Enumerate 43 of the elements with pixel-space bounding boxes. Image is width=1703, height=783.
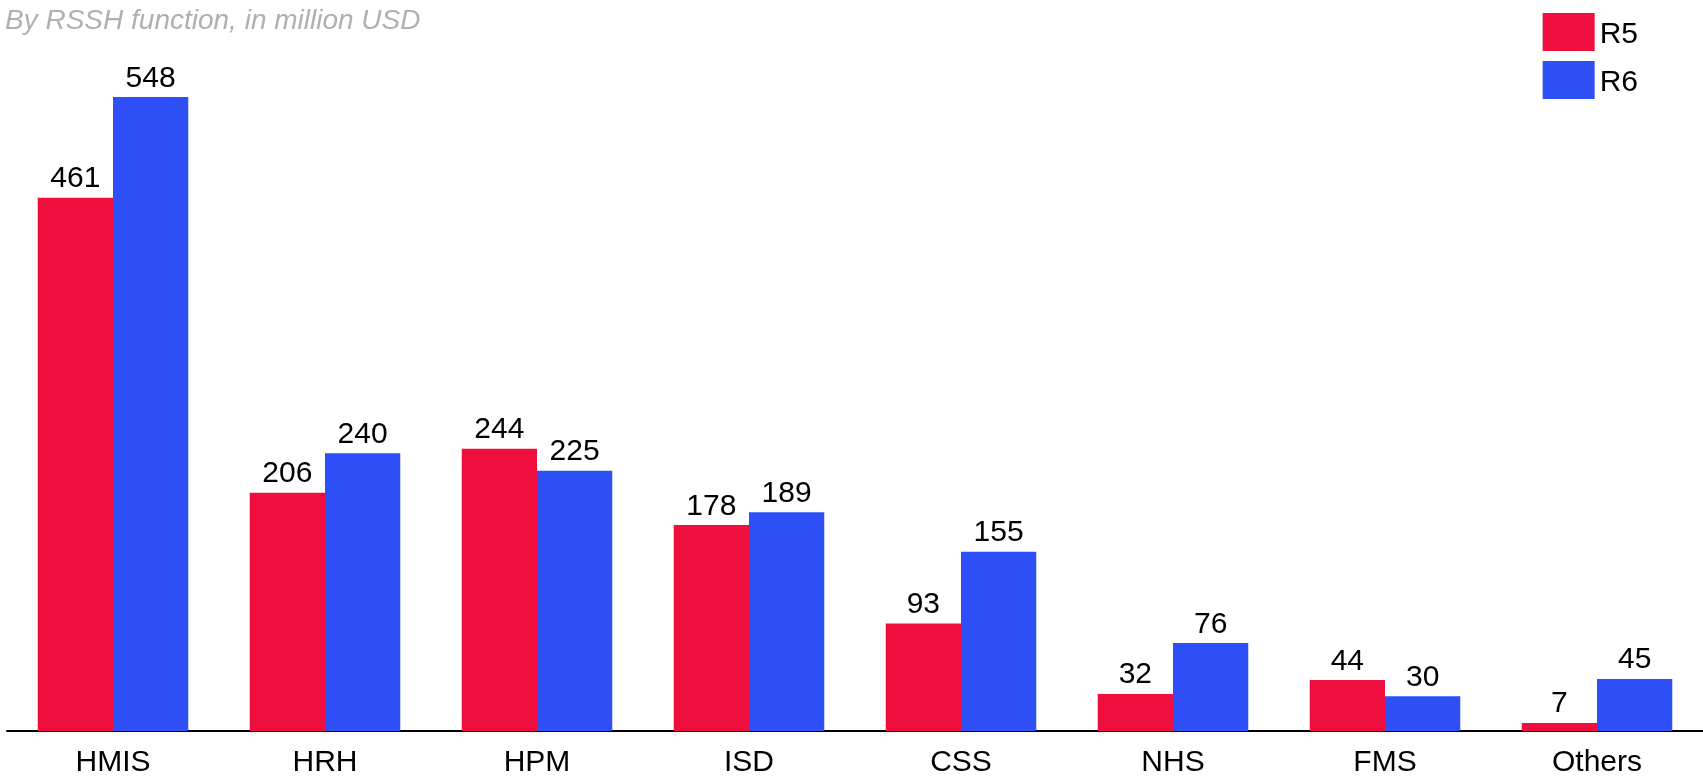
- data-label: 45: [1617, 641, 1652, 675]
- bar: [885, 623, 961, 731]
- data-label: 206: [262, 455, 313, 489]
- legend-label: R5: [1599, 15, 1639, 49]
- bar: [1385, 696, 1461, 731]
- data-label: 225: [549, 433, 600, 467]
- x-tick-label: HRH: [292, 743, 358, 777]
- bar: [249, 492, 325, 731]
- data-label: 189: [761, 474, 812, 508]
- data-label: 548: [125, 59, 176, 93]
- x-tick-label: FMS: [1353, 743, 1417, 777]
- data-label: 76: [1193, 605, 1228, 639]
- data-label: 30: [1405, 658, 1440, 692]
- bar: [961, 551, 1037, 731]
- x-tick-label: HPM: [503, 743, 571, 777]
- data-label: 7: [1551, 685, 1568, 719]
- bar: [461, 448, 537, 731]
- bar: [749, 512, 825, 731]
- data-label: 244: [474, 411, 525, 445]
- chart-subtitle: By RSSH function, in million USD: [5, 3, 421, 35]
- data-label: 240: [337, 415, 388, 449]
- x-tick-label: NHS: [1141, 743, 1205, 777]
- bar: [1521, 722, 1597, 731]
- bar: [1173, 643, 1249, 731]
- bar: [537, 470, 613, 731]
- x-tick-label: ISD: [723, 743, 775, 777]
- bar: [1597, 678, 1673, 731]
- data-label: 93: [906, 585, 941, 619]
- data-label: 155: [973, 514, 1024, 548]
- x-tick-label: HMIS: [75, 743, 151, 777]
- bar: [37, 197, 113, 731]
- bar: [113, 97, 189, 731]
- bar: [1309, 680, 1385, 731]
- data-label: 461: [50, 160, 101, 194]
- bar: [673, 525, 749, 731]
- data-label: 32: [1118, 656, 1153, 690]
- legend-label: R6: [1599, 63, 1639, 97]
- data-label: 178: [686, 487, 737, 521]
- x-tick-label: CSS: [930, 743, 992, 777]
- x-tick-label: Others: [1551, 743, 1643, 777]
- bar: [1097, 693, 1173, 731]
- bar: [325, 453, 401, 731]
- data-label: 44: [1330, 642, 1365, 676]
